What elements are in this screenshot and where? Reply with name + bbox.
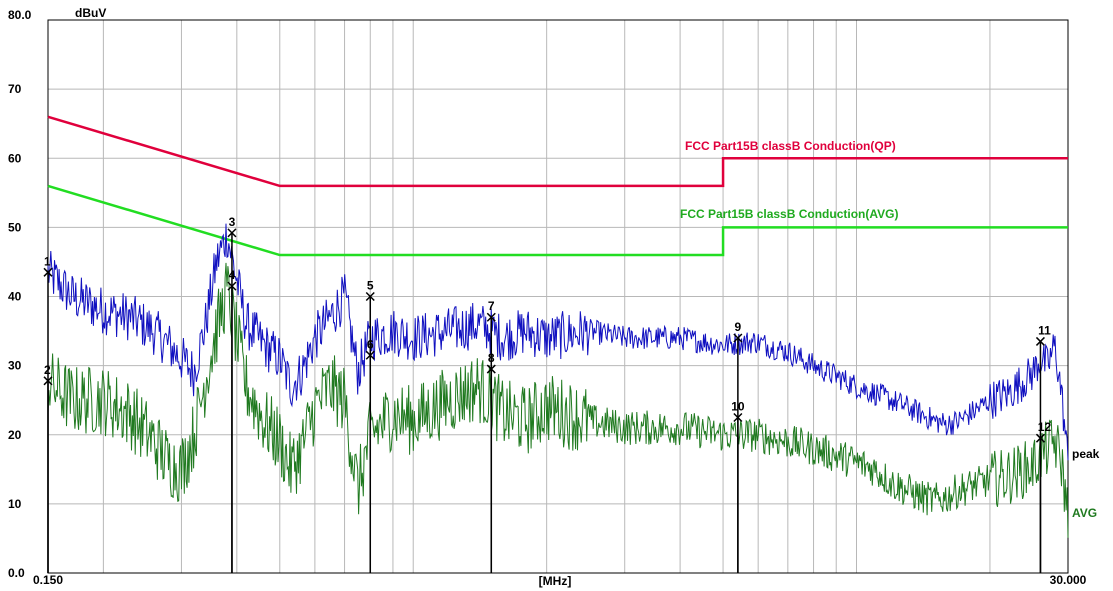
marker-label: 6 (367, 337, 374, 351)
avg-trace (47, 262, 1069, 538)
marker-12: 12 (1035, 420, 1052, 573)
marker-cross (43, 267, 53, 277)
qp-limit-line (47, 115, 1068, 188)
marker-cross (227, 281, 237, 291)
y-axis-unit-label: dBuV (75, 6, 106, 20)
marker-label: 1 (44, 254, 51, 268)
marker-6: 6 (365, 337, 375, 573)
y-tick-label: 60 (8, 151, 22, 165)
marker-10: 10 (731, 399, 745, 573)
marker-label: 2 (44, 363, 51, 377)
marker-cross (486, 364, 496, 374)
peak-trace (47, 223, 1069, 461)
y-tick-label: 20 (8, 428, 22, 442)
grid (48, 20, 1068, 573)
marker-cross (733, 412, 743, 422)
legend-labels: FCC Part15B classB Conduction(QP) FCC Par… (680, 139, 1100, 520)
x-tick-label-min: 0.150 (33, 573, 63, 587)
avg-limit-label: FCC Part15B classB Conduction(AVG) (680, 207, 898, 221)
y-tick-label: 80.0 (8, 8, 32, 22)
marker-2: 2 (43, 363, 53, 573)
x-axis-unit-label: [MHz] (539, 574, 572, 588)
limit-lines (47, 115, 1068, 257)
marker-8: 8 (486, 351, 496, 573)
marker-4: 4 (227, 268, 237, 573)
marker-cross (43, 376, 53, 386)
y-tick-label: 70 (8, 82, 22, 96)
qp-limit-label: FCC Part15B classB Conduction(QP) (685, 139, 896, 153)
y-tick-label: 50 (8, 220, 22, 234)
marker-label: 10 (731, 399, 745, 413)
series-traces (47, 223, 1069, 538)
marker-label: 12 (1038, 420, 1052, 434)
marker-cross (1035, 433, 1045, 443)
y-tick-label: 0.0 (8, 566, 25, 580)
marker-label: 7 (488, 299, 495, 313)
y-tick-labels: 0.0 10 20 30 40 50 60 70 80.0 (8, 8, 32, 580)
marker-cross (365, 350, 375, 360)
y-tick-label: 30 (8, 359, 22, 373)
marker-label: 5 (367, 279, 374, 293)
marker-label: 3 (229, 215, 236, 229)
marker-cross (227, 228, 237, 238)
y-tick-label: 10 (8, 497, 22, 511)
avg-trace-label: AVG (1072, 506, 1097, 520)
marker-label: 8 (488, 351, 495, 365)
marker-cross (733, 333, 743, 343)
marker-cross (486, 312, 496, 322)
marker-label: 9 (735, 320, 742, 334)
peak-trace-label: peak (1072, 447, 1100, 461)
marker-label: 4 (229, 268, 236, 282)
x-tick-label-max: 30.000 (1050, 573, 1087, 587)
marker-label: 11 (1038, 323, 1051, 337)
avg-limit-line (47, 184, 1068, 257)
axis-labels: dBuV [MHz] 0.150 30.000 (33, 6, 1087, 588)
marker-cross (1035, 336, 1045, 346)
y-tick-label: 40 (8, 290, 22, 304)
marker-cross (365, 291, 375, 302)
